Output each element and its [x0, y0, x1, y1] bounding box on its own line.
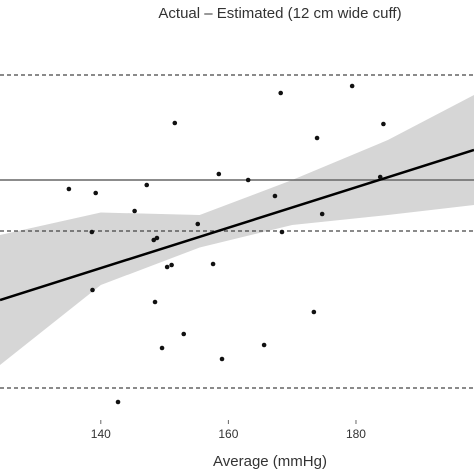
point: [349, 83, 355, 89]
point: [144, 182, 150, 188]
point: [311, 309, 317, 315]
point: [90, 287, 95, 293]
point: [261, 342, 267, 348]
point: [66, 186, 72, 192]
x-tick-label: 180: [346, 427, 366, 441]
point: [319, 211, 325, 217]
point: [210, 261, 216, 267]
confidence-band: [0, 95, 474, 365]
point: [159, 345, 165, 351]
chart-title: Actual – Estimated (12 cm wide cuff): [158, 5, 401, 22]
point: [279, 229, 285, 235]
point: [381, 121, 386, 127]
point: [377, 174, 383, 180]
x-axis-label: Average (mmHg): [213, 453, 327, 470]
x-tick-label: 140: [91, 427, 111, 441]
point: [172, 120, 178, 126]
point: [195, 221, 201, 227]
point: [154, 235, 160, 241]
point: [169, 262, 174, 268]
point: [152, 299, 158, 305]
point: [278, 90, 283, 96]
point: [245, 177, 251, 183]
point: [132, 208, 137, 214]
point: [181, 331, 187, 337]
regression-line: [0, 148, 474, 302]
point: [164, 264, 170, 270]
point: [93, 190, 98, 196]
point: [272, 193, 278, 199]
point: [216, 171, 222, 177]
x-tick-label: 160: [218, 427, 238, 441]
point: [219, 356, 225, 362]
point: [115, 399, 121, 405]
point: [89, 229, 95, 235]
point: [314, 135, 320, 141]
